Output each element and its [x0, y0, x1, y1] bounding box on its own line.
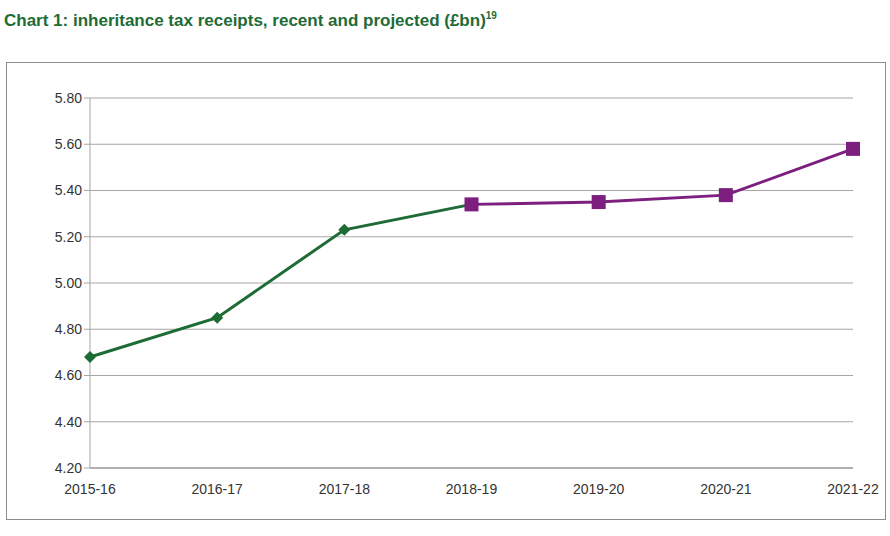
svg-text:4.60: 4.60 [55, 367, 82, 383]
svg-text:5.20: 5.20 [55, 229, 82, 245]
svg-text:5.60: 5.60 [55, 136, 82, 152]
svg-text:4.80: 4.80 [55, 321, 82, 337]
svg-text:4.40: 4.40 [55, 414, 82, 430]
html-text:Chart 1: inheritance tax recei: Chart 1: inheritance tax receipts, recen… [4, 10, 497, 30]
svg-text:2016-17: 2016-17 [191, 481, 243, 497]
svg-text:2018-19: 2018-19 [446, 481, 498, 497]
svg-text:2017-18: 2017-18 [319, 481, 371, 497]
svg-text:4.20: 4.20 [55, 460, 82, 476]
svg-text:2020-21: 2020-21 [700, 481, 752, 497]
svg-text:2015-16: 2015-16 [64, 481, 116, 497]
svg-text:2019-20: 2019-20 [573, 481, 625, 497]
svg-text:5.40: 5.40 [55, 182, 82, 198]
svg-text:5.00: 5.00 [55, 275, 82, 291]
svg-text:5.80: 5.80 [55, 90, 82, 106]
svg-text:2021-22: 2021-22 [827, 481, 879, 497]
